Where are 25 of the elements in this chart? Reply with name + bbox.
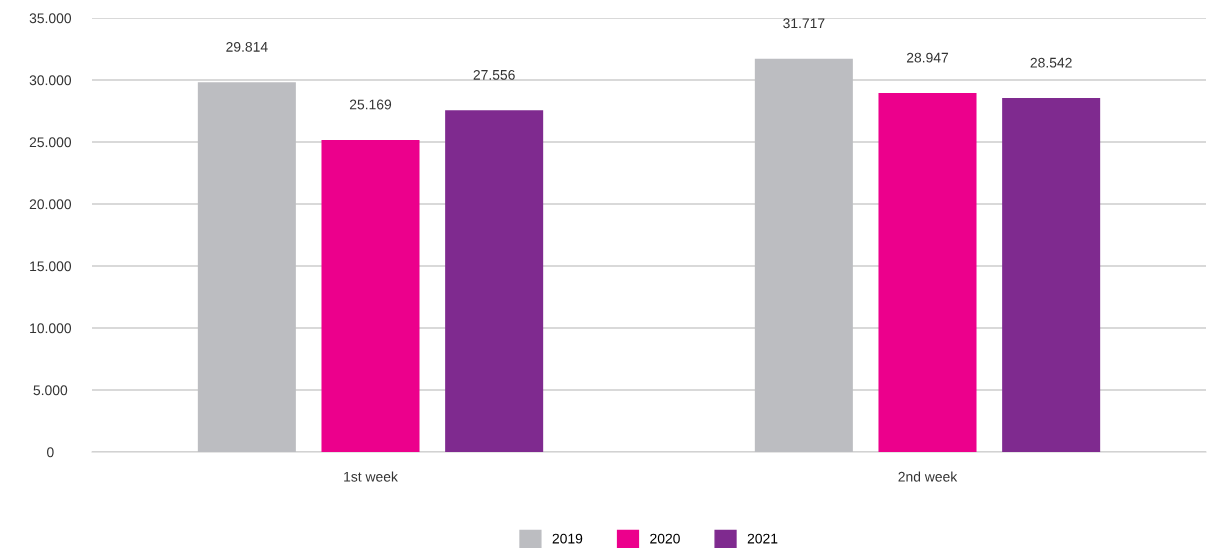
bar: [197, 82, 296, 452]
data-label: 28.542: [1030, 57, 1072, 68]
data-label: 25.169: [349, 99, 392, 110]
legend-label: 2021: [747, 533, 778, 544]
x-tick-label: 1st week: [344, 471, 398, 482]
y-tick-label: 20.000: [29, 199, 72, 210]
legend-label: 2019: [552, 533, 583, 544]
y-tick-label: 0: [47, 447, 54, 458]
bar: [321, 139, 420, 452]
y-tick-label: 30.000: [29, 75, 72, 86]
bar: [445, 110, 544, 452]
y-tick-label: 25.000: [29, 137, 72, 148]
data-label: 31.717: [783, 18, 825, 29]
data-label: 27.556: [473, 69, 515, 80]
legend-label: 2020: [650, 533, 680, 544]
y-tick-label: 15.000: [30, 261, 72, 272]
bar: [1002, 98, 1101, 452]
y-tick-label: 35.000: [29, 13, 72, 24]
bar: [878, 93, 977, 452]
bar: [754, 58, 853, 452]
x-tick-label: 2nd week: [898, 471, 958, 482]
data-label: 28.947: [906, 52, 949, 63]
y-tick-label: 10.000: [30, 323, 72, 334]
y-tick-label: 5.000: [33, 385, 68, 396]
data-label: 29.814: [226, 41, 268, 52]
